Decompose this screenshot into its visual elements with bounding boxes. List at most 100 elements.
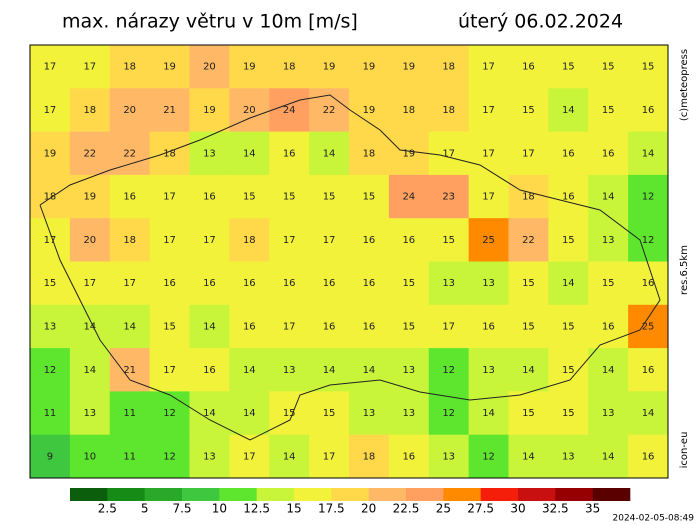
cell-value: 13 bbox=[482, 365, 495, 376]
cell bbox=[30, 391, 71, 436]
cell-value: 13 bbox=[363, 408, 376, 419]
cell bbox=[269, 304, 310, 349]
cell bbox=[349, 88, 390, 133]
cell-value: 16 bbox=[163, 278, 176, 289]
legend-swatch bbox=[331, 488, 369, 501]
cell bbox=[309, 391, 350, 436]
cell bbox=[109, 261, 151, 306]
cell-value: 14 bbox=[203, 321, 216, 332]
cell bbox=[349, 391, 390, 436]
cell-value: 16 bbox=[642, 451, 655, 462]
cell-value: 16 bbox=[283, 148, 296, 159]
cell-value: 16 bbox=[402, 451, 415, 462]
cell bbox=[349, 174, 390, 219]
cell-value: 11 bbox=[123, 451, 136, 462]
cell bbox=[149, 88, 190, 133]
cell-value: 18 bbox=[44, 192, 57, 203]
legend-label: 22.5 bbox=[393, 502, 420, 516]
cell bbox=[149, 348, 190, 392]
cell bbox=[428, 218, 470, 262]
date: úterý 06.02.2024 bbox=[458, 11, 623, 33]
cell bbox=[109, 218, 151, 262]
cell bbox=[309, 131, 350, 176]
cell-value: 17 bbox=[522, 148, 535, 159]
cell-value: 19 bbox=[243, 62, 256, 73]
cell bbox=[588, 88, 629, 133]
cell-value: 22 bbox=[323, 105, 336, 116]
cell bbox=[508, 88, 549, 133]
cell bbox=[149, 45, 190, 89]
cell-value: 18 bbox=[163, 148, 176, 159]
cell-value: 14 bbox=[522, 451, 535, 462]
cell-value: 19 bbox=[363, 62, 376, 73]
cell-value: 19 bbox=[363, 105, 376, 116]
cell-value: 18 bbox=[123, 62, 136, 73]
cell bbox=[388, 304, 430, 349]
cell-value: 12 bbox=[442, 365, 455, 376]
cell bbox=[30, 218, 71, 262]
legend-swatch bbox=[443, 488, 481, 501]
cell-value: 20 bbox=[83, 235, 96, 246]
cell-value: 18 bbox=[522, 192, 535, 203]
cell bbox=[229, 131, 270, 176]
legend-label: 2.5 bbox=[98, 502, 117, 516]
cell-value: 16 bbox=[402, 235, 415, 246]
map: 17 17 18 19 20 19 18 19 19 19 18 17 16 15 15 15 17 18 20 21… bbox=[30, 45, 669, 479]
cell-value: 13 bbox=[83, 408, 96, 419]
cell-value: 16 bbox=[642, 278, 655, 289]
cell-value: 14 bbox=[562, 105, 575, 116]
cell-value: 16 bbox=[243, 278, 256, 289]
cell-value: 17 bbox=[44, 62, 57, 73]
cell-value: 17 bbox=[323, 451, 336, 462]
cell-value: 16 bbox=[562, 192, 575, 203]
cell bbox=[69, 261, 111, 306]
cell bbox=[269, 88, 310, 133]
legend-swatch bbox=[518, 488, 556, 501]
cell bbox=[628, 261, 669, 306]
cell bbox=[309, 218, 350, 262]
legend-swatch bbox=[555, 488, 593, 501]
resolution: res.6.5km bbox=[679, 245, 690, 295]
cell bbox=[189, 45, 230, 89]
cell bbox=[229, 218, 270, 262]
cell-value: 15 bbox=[562, 365, 575, 376]
cell bbox=[229, 45, 270, 89]
cell-value: 14 bbox=[243, 365, 256, 376]
cell-value: 14 bbox=[283, 451, 296, 462]
cell bbox=[508, 348, 549, 392]
cell-value: 18 bbox=[442, 62, 455, 73]
cell-value: 17 bbox=[44, 105, 57, 116]
cell-value: 13 bbox=[44, 321, 57, 332]
cell bbox=[349, 348, 390, 392]
cell bbox=[428, 131, 470, 176]
legend-swatch bbox=[144, 488, 183, 501]
legend-label: 35 bbox=[585, 502, 600, 516]
cell bbox=[189, 391, 230, 436]
cell-value: 19 bbox=[44, 148, 57, 159]
cell bbox=[388, 218, 430, 262]
cell-value: 18 bbox=[363, 148, 376, 159]
cell bbox=[30, 434, 71, 479]
cell-value: 13 bbox=[602, 235, 615, 246]
cell-value: 15 bbox=[522, 278, 535, 289]
cell-value: 13 bbox=[602, 408, 615, 419]
cell bbox=[628, 88, 669, 133]
cell bbox=[109, 434, 151, 479]
cell-value: 15 bbox=[602, 62, 615, 73]
legend-swatch bbox=[368, 488, 407, 501]
cell bbox=[508, 304, 549, 349]
cell bbox=[548, 304, 589, 349]
cell-value: 15 bbox=[562, 62, 575, 73]
cell bbox=[309, 174, 350, 219]
cell bbox=[628, 304, 669, 349]
cell-value: 14 bbox=[562, 278, 575, 289]
cell bbox=[349, 218, 390, 262]
cell bbox=[548, 218, 589, 262]
cell-value: 14 bbox=[83, 321, 96, 332]
cell bbox=[189, 218, 230, 262]
cell-value: 20 bbox=[243, 105, 256, 116]
cell bbox=[229, 304, 270, 349]
cell bbox=[628, 434, 669, 479]
legend-swatch bbox=[294, 488, 332, 501]
